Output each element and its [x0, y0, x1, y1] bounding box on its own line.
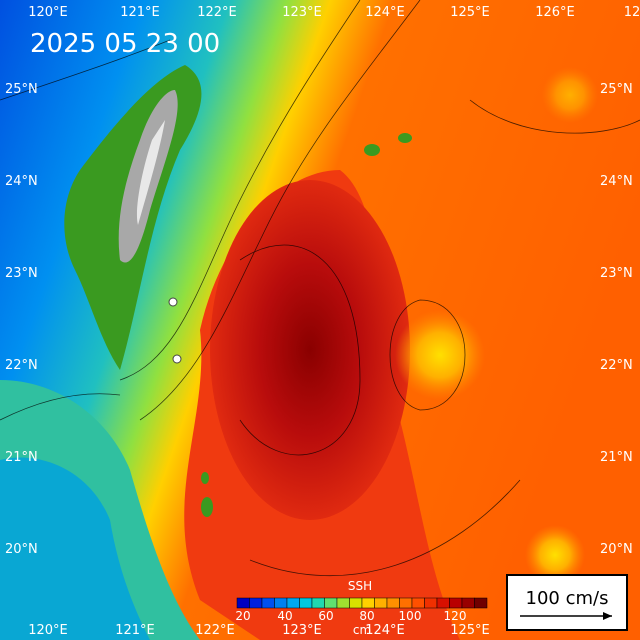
- lat-label: 21°N: [5, 450, 38, 465]
- scale-arrowhead: [603, 612, 612, 620]
- eddy: [395, 310, 485, 400]
- colorbar-tick: 100: [399, 609, 422, 623]
- lon-label: 125°E: [450, 623, 490, 638]
- islands: [201, 133, 412, 517]
- lon-label: 123°E: [282, 623, 322, 638]
- colorbar-swatch: [349, 597, 363, 609]
- lat-label: 20°N: [600, 542, 633, 557]
- date: 2025 05 23 00: [30, 29, 220, 59]
- colorbar-swatch: [436, 597, 450, 609]
- lon-label: 125°E: [450, 5, 490, 20]
- lon-label: 12: [624, 5, 640, 20]
- eddy: [542, 67, 598, 123]
- colorbar-swatch: [361, 597, 375, 609]
- colorbar-swatch: [386, 597, 400, 609]
- eddy: [525, 525, 585, 585]
- lat-label: 24°N: [5, 174, 38, 189]
- lat-label: 20°N: [5, 542, 38, 557]
- lon-label: 120°E: [28, 623, 68, 638]
- lat-label: 23°N: [5, 266, 38, 281]
- colorbar-swatch: [286, 597, 300, 609]
- lat-label: 25°N: [5, 82, 38, 97]
- lon-label: 124°E: [365, 5, 405, 20]
- colorbar-swatch: [399, 597, 413, 609]
- lon-label: 123°E: [282, 5, 322, 20]
- colorbar-swatch: [261, 597, 275, 609]
- lon-label: 124°E: [365, 623, 405, 638]
- colorbar-swatch: [474, 597, 488, 609]
- colorbar-swatch: [461, 597, 475, 609]
- lon-label: 120°E: [28, 5, 68, 20]
- colorbar-tick: 120: [444, 609, 467, 623]
- colorbar-swatch: [374, 597, 388, 609]
- streamlines: [0, 0, 640, 577]
- lat-label: 24°N: [600, 174, 633, 189]
- lat-label: 23°N: [600, 266, 633, 281]
- lon-label: 122°E: [197, 5, 237, 20]
- lon-label: 121°E: [120, 5, 160, 20]
- scale-box: [506, 574, 628, 631]
- colorbar-swatch: [411, 597, 425, 609]
- colorbar-tick: 20: [235, 609, 250, 623]
- colorbar-tick: 60: [318, 609, 333, 623]
- colorbar-tick: 40: [277, 609, 292, 623]
- colorbar-swatch: [449, 597, 463, 609]
- lon-label: 126°E: [535, 5, 575, 20]
- lat-label: 22°N: [600, 358, 633, 373]
- colorbar-title: SSH: [348, 579, 372, 593]
- colorbar-swatch: [299, 597, 313, 609]
- cool-water: [0, 457, 150, 640]
- stations: [168, 297, 182, 364]
- colorbar-swatch: [311, 597, 325, 609]
- scale-label: 100 cm/s: [526, 588, 609, 609]
- colorbar-unit: cm: [353, 623, 371, 637]
- lat-label: 22°N: [5, 358, 38, 373]
- colorbar-tick: 80: [359, 609, 374, 623]
- warm-core: [210, 180, 410, 520]
- peaks: [136, 120, 165, 225]
- colorbar-swatch: [274, 597, 288, 609]
- lat-label: 21°N: [600, 450, 633, 465]
- lat-label: 25°N: [600, 82, 633, 97]
- colorbar-swatch: [324, 597, 338, 609]
- lon-label: 122°E: [195, 623, 235, 638]
- colorbar-swatch: [236, 597, 250, 609]
- colorbar-swatch: [249, 597, 263, 609]
- colorbar-swatch: [336, 597, 350, 609]
- lon-label: 121°E: [115, 623, 155, 638]
- colorbar-swatch: [424, 597, 438, 609]
